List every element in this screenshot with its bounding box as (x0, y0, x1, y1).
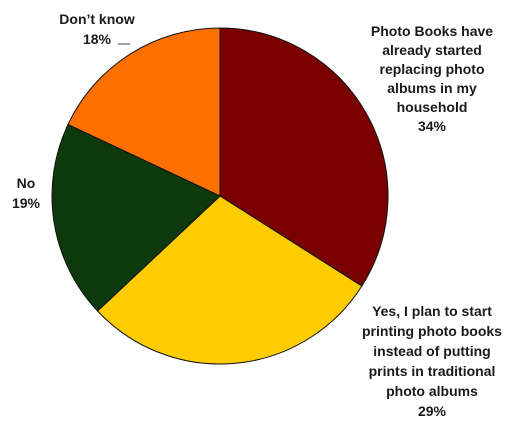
slice-label-line: prints in traditional (369, 363, 496, 379)
pie-slice-yes-plan-to-start (96, 195, 363, 365)
pie-slice-dont-know (67, 27, 221, 197)
pie-slices (51, 27, 389, 365)
slice-label-no: No 19% (12, 175, 41, 211)
slice-label-dont-know: Don’t know 18% (59, 11, 135, 47)
slice-label-line: printing photo books (362, 323, 502, 339)
pie-slice-no (51, 123, 221, 312)
slice-label-line: Don’t know (59, 11, 135, 27)
slice-label-line: Yes, I plan to start (372, 303, 492, 319)
slice-value-dont-know: 18% (83, 31, 112, 47)
slice-label-yes-plan-to-start: Yes, I plan to start printing photo books… (362, 303, 502, 419)
slice-label-line: already started (382, 42, 482, 58)
slice-value-yes-plan-to-start: 29% (418, 403, 447, 419)
slice-value-no: 19% (12, 195, 41, 211)
slice-label-photo-books-already: Photo Books have already started replacing… (371, 23, 493, 134)
slice-label-line: Photo Books have (371, 23, 493, 39)
slice-label-line: photo albums (386, 383, 478, 399)
pie-slice-photo-books-already (219, 27, 389, 287)
pie-labels: Photo Books have already started replacing… (12, 11, 502, 419)
slice-label-line: albums in my (387, 80, 477, 96)
slice-label-line: replacing photo (380, 61, 485, 77)
slice-label-line: instead of putting (373, 343, 490, 359)
slice-label-line: No (17, 175, 36, 191)
slice-value-photo-books-already: 34% (418, 118, 447, 134)
slice-label-line: household (397, 99, 468, 115)
